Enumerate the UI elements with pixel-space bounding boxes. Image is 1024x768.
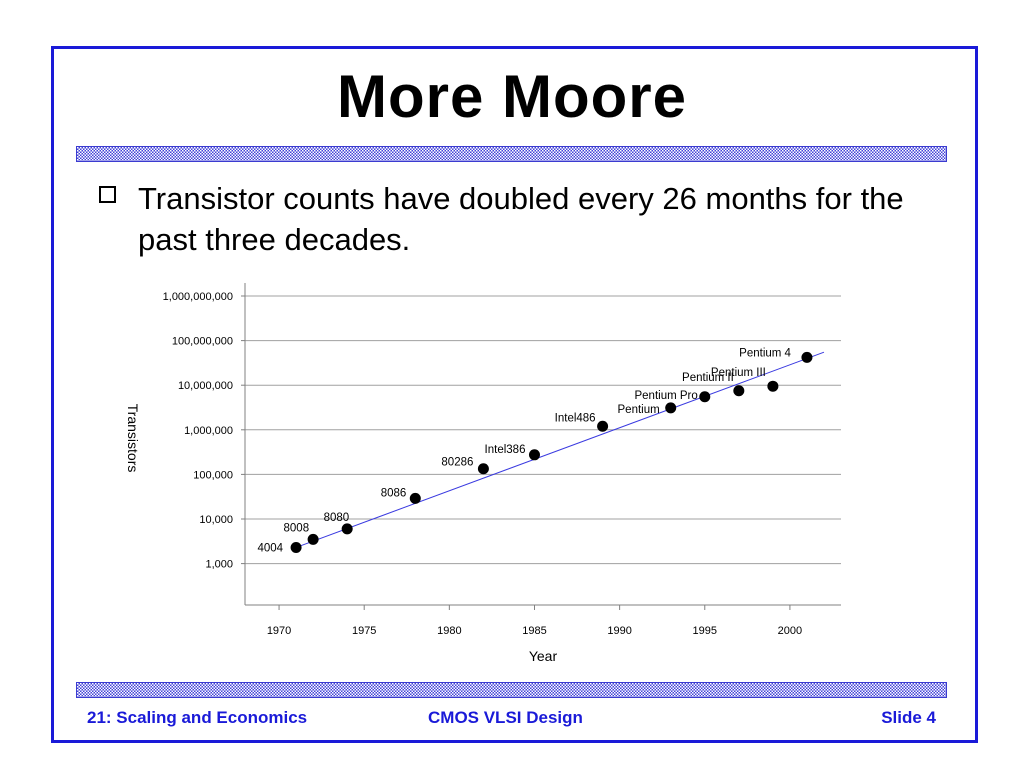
data-point-label: 8008 — [284, 522, 310, 534]
data-point — [341, 523, 353, 535]
x-tick-label: 1970 — [267, 625, 291, 637]
data-point — [801, 351, 813, 363]
data-point — [597, 420, 609, 432]
chart-points — [290, 351, 813, 553]
chart-labels: 1,000 10,000 100,000 1,000,000 10,000,000 100… — [163, 291, 803, 637]
bullet-text: Transistor counts have doubled every 26 … — [138, 181, 904, 257]
data-point — [290, 541, 302, 553]
data-point-label: Pentium 4 — [739, 347, 791, 359]
data-point-label: Pentium III — [711, 367, 766, 379]
data-point-label: 8086 — [381, 487, 407, 499]
trend-line — [295, 351, 825, 548]
data-point-label: 4004 — [257, 542, 283, 554]
data-point-label: 80286 — [441, 457, 473, 469]
data-point — [767, 380, 779, 392]
x-tick-label: 2000 — [778, 625, 802, 637]
y-tick-label: 100,000 — [193, 469, 233, 481]
x-tick-label: 1975 — [352, 625, 376, 637]
data-point-label: 8080 — [324, 512, 350, 524]
data-point — [477, 463, 489, 475]
chart-axes — [241, 283, 841, 610]
x-tick-label: 1990 — [607, 625, 631, 637]
footer-course: 21: Scaling and Economics — [87, 708, 308, 727]
x-tick-label: 1985 — [522, 625, 546, 637]
slide-title: More Moore — [336, 63, 688, 130]
footer-divider-band — [76, 682, 947, 698]
data-point-label: Pentium II — [682, 372, 734, 384]
chart-gridlines — [245, 295, 841, 565]
x-tick-label: 1980 — [437, 625, 461, 637]
y-tick-label: 1,000 — [205, 559, 233, 571]
data-point-label: Intel386 — [485, 444, 526, 456]
y-tick-label: 100,000,000 — [172, 336, 233, 348]
data-point — [528, 449, 540, 461]
y-tick-label: 1,000,000 — [184, 425, 233, 437]
y-axis-label: Transistors — [125, 404, 141, 473]
bullet-square-icon — [99, 186, 116, 203]
footer-title: CMOS VLSI Design — [428, 708, 583, 727]
y-tick-label: 10,000,000 — [178, 380, 233, 392]
chart-trend-line — [295, 351, 825, 548]
slide-frame — [51, 46, 978, 743]
data-point — [307, 533, 319, 545]
title-divider-band — [76, 146, 947, 162]
x-tick-label: 1995 — [693, 625, 717, 637]
data-point — [665, 402, 677, 414]
data-point-label: Pentium Pro — [634, 390, 697, 402]
y-tick-label: 1,000,000,000 — [163, 291, 233, 303]
data-point — [409, 492, 421, 504]
data-point — [733, 385, 745, 397]
y-tick-label: 10,000 — [199, 514, 233, 526]
data-point-label: Pentium — [618, 404, 660, 416]
data-point — [699, 391, 711, 403]
data-point-label: Intel486 — [555, 412, 596, 424]
footer-slide-number: Slide 4 — [881, 708, 936, 727]
x-axis-label: Year — [529, 648, 558, 664]
